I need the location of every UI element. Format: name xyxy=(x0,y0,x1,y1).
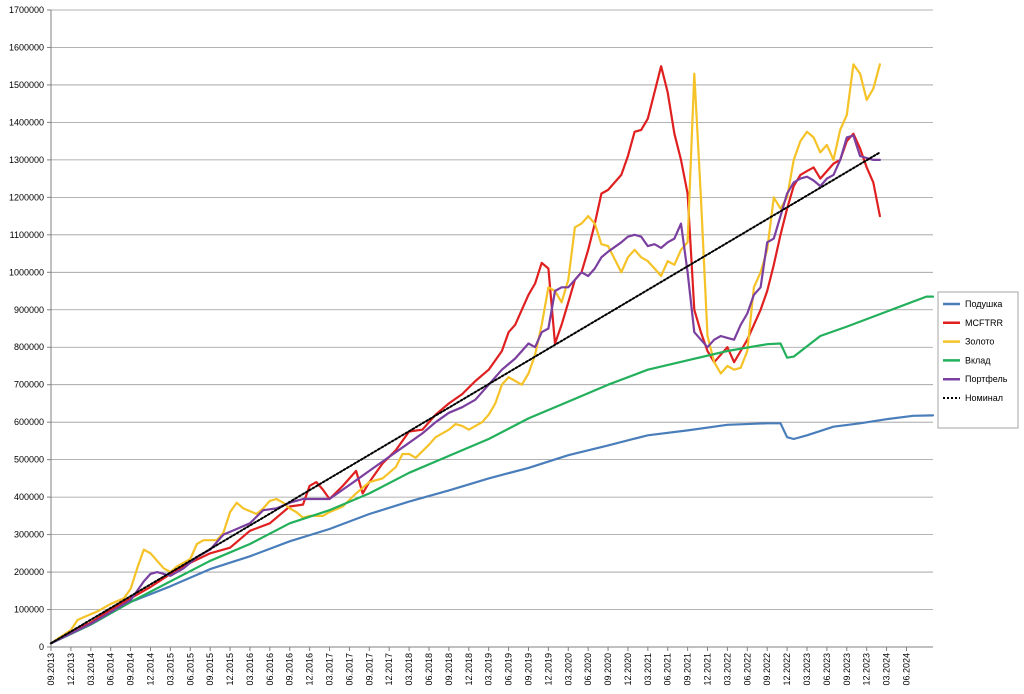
y-tick-label: 300000 xyxy=(14,530,44,540)
y-tick-label: 200000 xyxy=(14,567,44,577)
series-line-Номинал xyxy=(50,151,881,645)
y-tick-label: 1500000 xyxy=(9,80,44,90)
x-tick-label: 06.2019 xyxy=(504,653,514,686)
y-tick-label: 1600000 xyxy=(9,42,44,52)
x-tick-label: 06.2015 xyxy=(185,653,195,686)
x-tick-label: 06.2021 xyxy=(663,653,673,686)
x-tick-label: 09.2022 xyxy=(762,653,772,686)
x-tick-label: 06.2014 xyxy=(106,653,116,686)
y-tick-label: 800000 xyxy=(14,342,44,352)
series-lines xyxy=(49,63,935,645)
y-tick-label: 500000 xyxy=(14,455,44,465)
x-axis-ticks: 09.2013 12.2013 03.2014 06.2014 09.2014 12.20… xyxy=(46,647,911,686)
y-tick-label: 1100000 xyxy=(10,230,44,240)
x-tick-label: 06.2024 xyxy=(901,653,911,686)
x-tick-label: 09.2023 xyxy=(842,653,852,686)
series-line-MCFTRR xyxy=(49,65,882,645)
x-tick-label: 09.2018 xyxy=(444,653,454,686)
x-tick-label: 09.2017 xyxy=(364,653,374,686)
x-tick-label: 03.2023 xyxy=(802,653,812,686)
x-tick-label: 09.2013 xyxy=(46,653,56,686)
y-tick-label: 600000 xyxy=(14,417,44,427)
legend: Подушка MCFTRR Золото Вклад Портфель Номинал xyxy=(937,291,1019,429)
series-line-Подушка xyxy=(49,414,935,645)
x-tick-label: 06.2018 xyxy=(424,653,434,686)
legend-label: Подушка xyxy=(965,299,1002,309)
y-tick-label: 0 xyxy=(39,642,44,652)
x-tick-label: 12.2021 xyxy=(703,653,713,686)
x-tick-label: 09.2015 xyxy=(205,653,215,686)
gridlines xyxy=(51,9,933,648)
x-tick-label: 03.2021 xyxy=(643,653,653,686)
x-tick-label: 06.2016 xyxy=(265,653,275,686)
x-tick-label: 09.2016 xyxy=(285,653,295,686)
x-tick-label: 09.2019 xyxy=(523,653,533,686)
x-tick-label: 12.2014 xyxy=(145,653,155,686)
y-tick-label: 900000 xyxy=(14,305,44,315)
y-axis-ticks: 0 100000 200000 300000 400000 500000 600000 700… xyxy=(9,5,51,652)
x-tick-label: 03.2020 xyxy=(563,653,573,686)
axes xyxy=(50,10,933,648)
x-tick-label: 03.2017 xyxy=(325,653,335,686)
x-tick-label: 06.2017 xyxy=(344,653,354,686)
x-tick-label: 03.2019 xyxy=(484,653,494,686)
x-tick-label: 12.2016 xyxy=(305,653,315,686)
y-tick-label: 100000 xyxy=(14,605,44,615)
x-tick-label: 03.2018 xyxy=(404,653,414,686)
x-tick-label: 03.2014 xyxy=(86,653,96,686)
series-line-Вклад xyxy=(49,295,935,645)
x-tick-label: 09.2021 xyxy=(683,653,693,686)
x-tick-label: 06.2023 xyxy=(822,653,832,686)
x-tick-label: 03.2022 xyxy=(722,653,732,686)
x-tick-label: 03.2024 xyxy=(882,653,892,686)
x-tick-label: 12.2022 xyxy=(782,653,792,686)
x-tick-label: 12.2017 xyxy=(384,653,394,686)
y-tick-label: 1700000 xyxy=(9,5,44,15)
x-tick-label: 12.2019 xyxy=(543,653,553,686)
x-tick-label: 09.2014 xyxy=(126,653,136,686)
legend-label: MCFTRR xyxy=(965,318,1003,328)
x-tick-label: 03.2015 xyxy=(165,653,175,686)
x-tick-label: 06.2020 xyxy=(583,653,593,686)
legend-label: Золото xyxy=(965,337,994,347)
x-tick-label: 09.2020 xyxy=(603,653,613,686)
legend-label: Номинал xyxy=(965,393,1003,403)
y-tick-label: 1400000 xyxy=(9,117,44,127)
x-tick-label: 12.2020 xyxy=(623,653,633,686)
legend-label: Вклад xyxy=(965,355,991,365)
x-tick-label: 12.2023 xyxy=(862,653,872,686)
y-tick-label: 1000000 xyxy=(9,267,44,277)
y-tick-label: 400000 xyxy=(14,492,44,502)
y-tick-label: 700000 xyxy=(14,380,44,390)
x-tick-label: 12.2013 xyxy=(66,653,76,686)
legend-label: Портфель xyxy=(965,374,1008,384)
x-tick-label: 06.2022 xyxy=(742,653,752,686)
y-tick-label: 1300000 xyxy=(9,155,44,165)
x-tick-label: 03.2016 xyxy=(245,653,255,686)
y-tick-label: 1200000 xyxy=(9,192,44,202)
x-tick-label: 12.2015 xyxy=(225,653,235,686)
x-tick-label: 12.2018 xyxy=(464,653,474,686)
